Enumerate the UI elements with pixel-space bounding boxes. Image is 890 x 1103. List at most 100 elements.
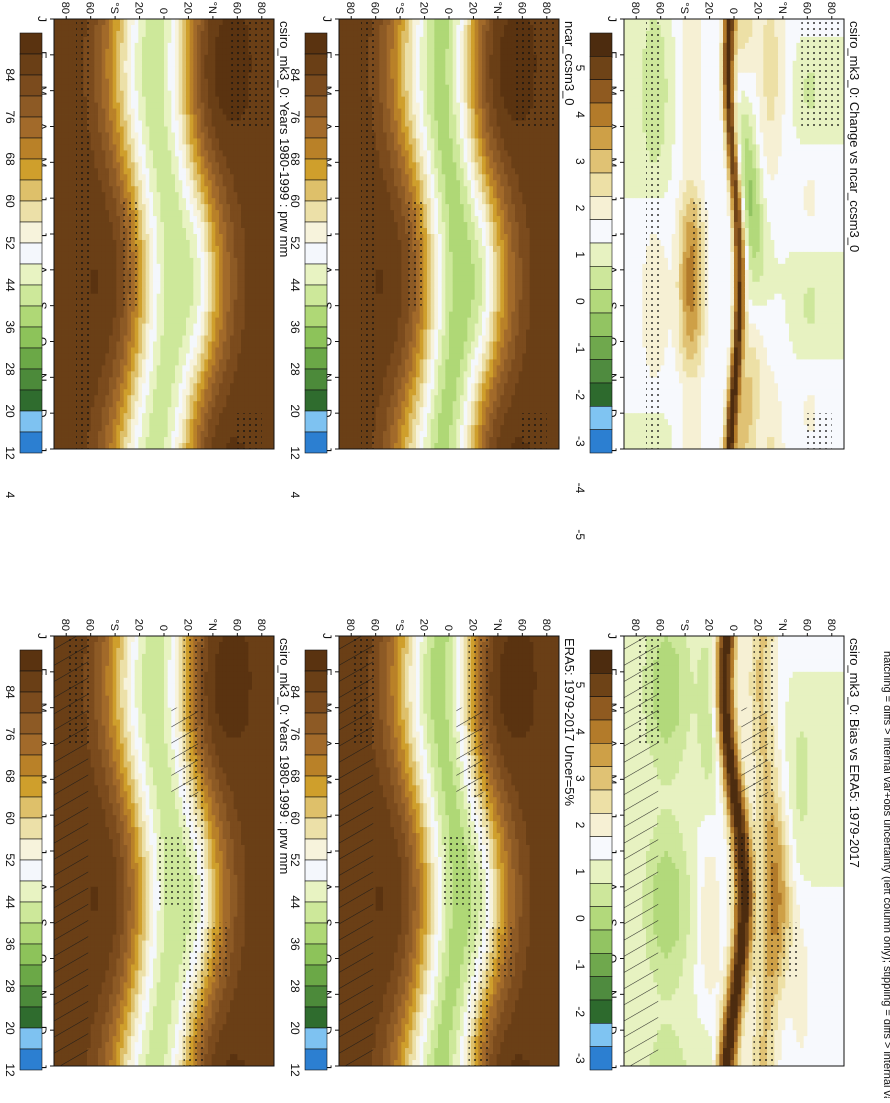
heatmap-cell (94, 1060, 98, 1066)
heatmap-cell (167, 672, 171, 678)
heatmap-cell (131, 869, 135, 875)
heatmap-cell (123, 845, 127, 851)
heatmap-cell (405, 654, 409, 660)
heatmap-cell (109, 779, 113, 785)
heatmap-cell (156, 684, 160, 690)
heatmap-cell (237, 953, 241, 959)
heatmap-cell (463, 672, 467, 678)
heatmap-cell (94, 833, 98, 839)
heatmap-cell (263, 732, 267, 738)
heatmap-cell (255, 708, 259, 714)
heatmap-cell (259, 803, 263, 809)
heatmap-cell (145, 809, 149, 815)
heatmap-cell (204, 690, 208, 696)
heatmap-cell (263, 809, 267, 815)
heatmap-cell (252, 660, 256, 666)
heatmap-cell (248, 755, 252, 761)
heatmap-cell (153, 779, 157, 785)
heatmap-cell (149, 1006, 153, 1012)
heatmap-cell (109, 935, 113, 941)
heatmap-cell (160, 929, 164, 935)
heatmap-cell (142, 678, 146, 684)
heatmap-cell (211, 881, 215, 887)
heatmap-cell (248, 803, 252, 809)
heatmap-cell (123, 684, 127, 690)
heatmap-cell (507, 684, 511, 690)
heatmap-cell (156, 1012, 160, 1018)
heatmap-cell (434, 666, 438, 672)
heatmap-cell (526, 684, 530, 690)
heatmap-cell (456, 636, 460, 642)
heatmap-cell (101, 827, 105, 833)
heatmap-cell (233, 726, 237, 732)
heatmap-cell (241, 1012, 245, 1018)
heatmap-cell (142, 708, 146, 714)
heatmap-cell (226, 791, 230, 797)
heatmap-cell (208, 1054, 212, 1060)
heatmap-cell (548, 690, 552, 696)
heatmap-cell (252, 845, 256, 851)
heatmap-cell (237, 947, 241, 953)
heatmap-cell (230, 666, 234, 672)
heatmap-cell (134, 1048, 138, 1054)
heatmap-cell (109, 887, 113, 893)
heatmap-cell (230, 732, 234, 738)
heatmap-cell (222, 684, 226, 690)
heatmap-cell (156, 767, 160, 773)
heatmap-cell (263, 738, 267, 744)
heatmap-cell (149, 1048, 153, 1054)
heatmap-cell (248, 1054, 252, 1060)
heatmap-cell (255, 893, 259, 899)
heatmap-cell (427, 654, 431, 660)
heatmap-cell (386, 684, 390, 690)
heatmap-cell (156, 1024, 160, 1030)
heatmap-cell (270, 953, 274, 959)
heatmap-cell (101, 1054, 105, 1060)
heatmap-cell (149, 738, 153, 744)
heatmap-cell (241, 732, 245, 738)
heatmap-cell (416, 636, 420, 642)
heatmap-cell (263, 714, 267, 720)
heatmap-cell (248, 887, 252, 893)
heatmap-cell (230, 845, 234, 851)
heatmap-cell (252, 1036, 256, 1042)
heatmap-cell (222, 791, 226, 797)
heatmap-cell (134, 648, 138, 654)
heatmap-cell (142, 1048, 146, 1054)
heatmap-cell (416, 648, 420, 654)
heatmap-cell (167, 976, 171, 982)
heatmap-cell (263, 893, 267, 899)
heatmap-cell (270, 642, 274, 648)
heatmap-cell (105, 815, 109, 821)
heatmap-cell (101, 976, 105, 982)
heatmap-cell (215, 738, 219, 744)
heatmap-cell (548, 660, 552, 666)
heatmap-cell (233, 1036, 237, 1042)
heatmap-cell (120, 827, 124, 833)
heatmap-cell (98, 869, 102, 875)
heatmap-cell (248, 839, 252, 845)
heatmap-cell (112, 857, 116, 863)
heatmap-cell (211, 1030, 215, 1036)
heatmap-cell (208, 905, 212, 911)
heatmap-cell (138, 833, 142, 839)
heatmap-cell (105, 1054, 109, 1060)
heatmap-cell (266, 779, 270, 785)
heatmap-cell (138, 827, 142, 833)
heatmap-cell (120, 917, 124, 923)
heatmap-cell (120, 905, 124, 911)
heatmap-cell (138, 970, 142, 976)
heatmap-cell (120, 642, 124, 648)
heatmap-cell (127, 696, 131, 702)
heatmap-cell (149, 744, 153, 750)
heatmap-cell (222, 839, 226, 845)
heatmap-cell (540, 642, 544, 648)
heatmap-cell (156, 982, 160, 988)
heatmap-cell (226, 779, 230, 785)
heatmap-cell (204, 803, 208, 809)
heatmap-cell (120, 947, 124, 953)
heatmap-cell (105, 881, 109, 887)
heatmap-cell (160, 947, 164, 953)
heatmap-cell (109, 881, 113, 887)
heatmap-cell (149, 875, 153, 881)
